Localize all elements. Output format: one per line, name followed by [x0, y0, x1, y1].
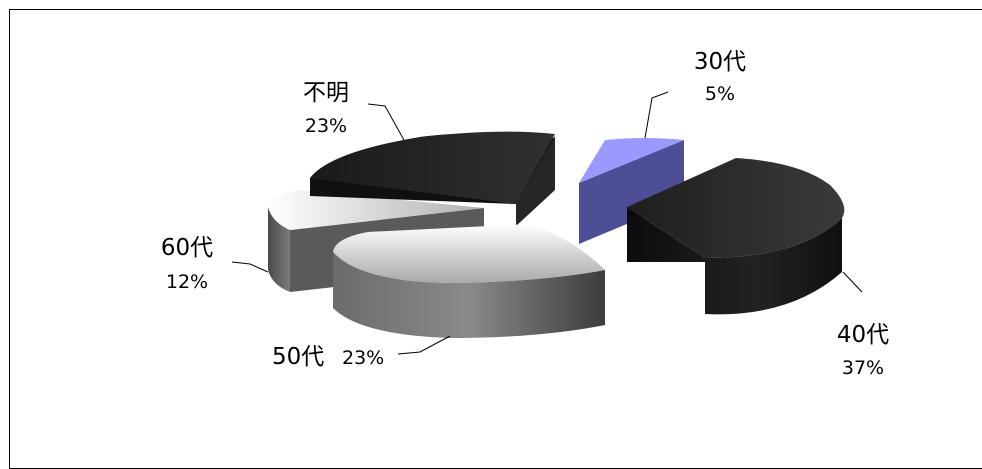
slice-50s-top [333, 224, 605, 283]
slice-30s [579, 138, 684, 244]
leader-60s [231, 261, 269, 273]
slice-40s-top [627, 158, 845, 258]
label-unknown-name: 不明 [303, 80, 349, 106]
slice-50s-side [333, 252, 605, 338]
label-30s-name: 30代 [694, 49, 746, 75]
label-40s-value: 37% [842, 357, 884, 379]
label-30s-value: 5% [705, 83, 735, 105]
slice-unknown-top [310, 131, 555, 204]
slice-30s-top [579, 138, 684, 183]
label-60s-name: 60代 [161, 235, 213, 261]
leader-unknown [367, 103, 405, 141]
slice-30s-side [579, 140, 684, 244]
slice-unknown [310, 131, 555, 226]
leader-30s [644, 91, 669, 139]
slice-40s [627, 158, 845, 315]
label-40s-name: 40代 [837, 322, 889, 348]
slice-unknown-right [516, 136, 555, 226]
slice-60s-side [268, 207, 290, 292]
leader-50s [397, 335, 451, 355]
slice-40s-front [627, 207, 842, 315]
pie-chart: 30代 5% 40代 37% 50代 23% 60代 12% 不明 23% [161, 49, 889, 379]
label-unknown-value: 23% [305, 115, 347, 137]
label-50s-value: 23% [342, 347, 384, 369]
slice-50s [333, 224, 605, 338]
label-60s-value: 12% [166, 271, 208, 293]
label-50s-name: 50代 [272, 344, 324, 370]
slice-60s-top [267, 190, 484, 230]
leader-40s [842, 271, 863, 293]
